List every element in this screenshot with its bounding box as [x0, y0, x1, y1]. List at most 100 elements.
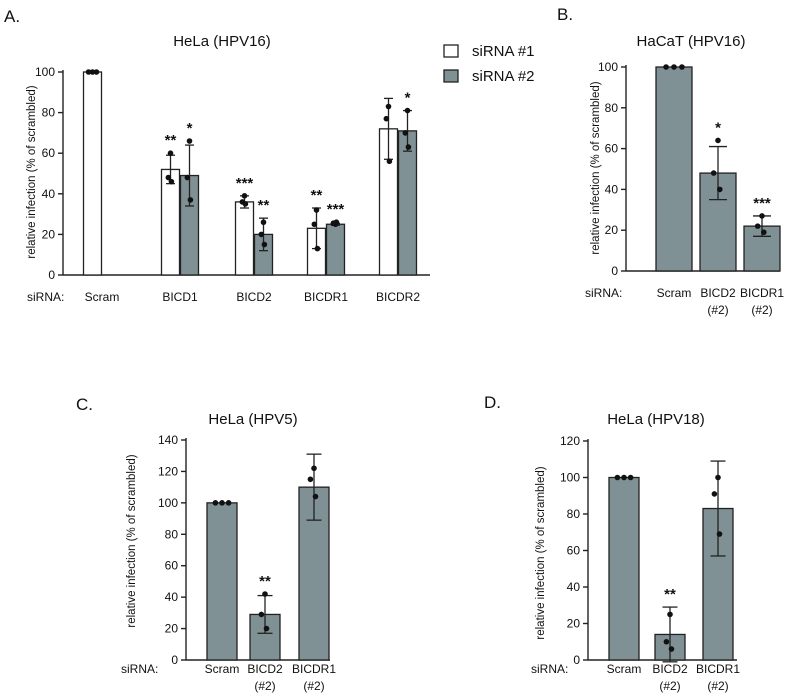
panel-c-y-tick-label: 40: [165, 590, 179, 604]
panel-a-category-label: Scram: [85, 290, 120, 304]
panel-a-data-point: [404, 107, 411, 114]
panel-c-data-point: [312, 493, 319, 500]
panel-d-bar: [608, 476, 640, 661]
panel-a-data-point: [167, 150, 174, 156]
panel-a-data-point: [89, 69, 96, 75]
panel-b-sirna-row-label: siRNA:: [585, 286, 622, 300]
legend-label-sirna1: siRNA #1: [472, 43, 535, 60]
panel-a-category-label: BICD2: [236, 290, 272, 304]
panel-b-category-sublabel: (#2): [751, 303, 772, 317]
panel-b-category-sublabel: (#2): [707, 303, 728, 317]
panel-a-y-tick-label: 60: [42, 146, 56, 160]
panel-d-category-label: BICDR1: [696, 662, 740, 676]
panel-c-sirna-row-label: siRNA:: [121, 662, 158, 676]
panel-d-data-point: [627, 474, 634, 481]
panel-a-data-point: [260, 219, 267, 226]
panel-c-y-tick-label: 20: [165, 622, 179, 636]
panel-d-y-tick-label: 80: [567, 507, 581, 521]
panel-d-data-point: [663, 638, 670, 645]
panel-a-y-tick-label: 0: [48, 268, 55, 282]
panel-a-data-point: [168, 178, 175, 185]
panel-b: B. HaCaT (HPV16) relative infection (% o…: [557, 5, 784, 317]
panel-a-data-point: [261, 241, 268, 248]
panel-a-data-point: [186, 138, 193, 144]
panel-a-data-point: [311, 221, 318, 228]
panel-d-y-tick-label: 120: [560, 434, 580, 448]
panel-d-category-sublabel: (#2): [659, 679, 680, 693]
panel-b-data-point: [663, 64, 669, 70]
panel-a-bar: [325, 223, 346, 276]
panel-b-significance-label: *: [715, 119, 721, 136]
panel-c-data-point: [311, 465, 317, 472]
panel-c-category-sublabel: (#2): [303, 679, 324, 693]
panel-b-y-tick-label: 80: [605, 101, 619, 115]
panel-d-y-axis-label: relative infection (% of scrambled): [535, 466, 547, 639]
legend-swatch-sirna2: [443, 69, 459, 83]
panel-c-letter: C.: [76, 395, 93, 414]
panel-b-data-point: [710, 170, 717, 176]
panel-b-category-label: BICD2: [700, 286, 736, 300]
panel-a-significance-label: **: [258, 197, 270, 214]
panel-b-y-axis-label: relative infection (% of scrambled): [590, 81, 602, 254]
panel-a-title: HeLa (HPV16): [173, 33, 271, 50]
panel-a-data-point: [184, 174, 191, 181]
panel-d-data-point: [716, 531, 723, 537]
panel-b-y-tick-label: 20: [605, 223, 619, 237]
panel-a-data-point: [187, 197, 194, 203]
panel-a-significance-label: **: [311, 187, 323, 204]
panel-a-data-point: [242, 201, 249, 207]
panel-b-data-point: [715, 137, 721, 144]
panel-c-y-tick-label: 140: [158, 433, 178, 447]
panel-a-data-point: [313, 207, 320, 213]
panel-a-significance-label: ***: [327, 201, 345, 218]
panel-a-data-point: [405, 144, 412, 150]
panel-a-significance-label: **: [165, 132, 177, 149]
panel-d-category-label: BICD2: [652, 662, 688, 676]
panel-d-data-point: [667, 611, 673, 618]
panel-a-y-axis-label: relative infection (% of scrambled): [26, 85, 38, 258]
panel-a-y-tick-label: 20: [42, 227, 56, 241]
panel-a-y-tick-label: 40: [42, 187, 56, 201]
panel-b-bar: [655, 66, 693, 272]
panel-a-data-point: [241, 193, 248, 199]
panel-b-significance-label: ***: [753, 195, 771, 212]
panel-a-bar: [234, 201, 255, 276]
panel-c-category-sublabel: (#2): [254, 679, 275, 693]
panel-a-category-label: BICDR1: [304, 290, 348, 304]
panel-c-y-axis-label: relative infection (% of scrambled): [126, 454, 138, 627]
panel-a-data-point: [386, 158, 393, 165]
panel-c-y-tick-label: 120: [158, 464, 178, 478]
panel-a-legend: siRNA #1 siRNA #2: [443, 43, 535, 85]
panel-c-data-point: [307, 476, 314, 483]
panel-a-significance-label: *: [405, 90, 411, 107]
panel-d-plot: 0 20 40 60 80 100 120 Scram BICD2 (#2) BICDR1 (#2) *…: [560, 434, 740, 693]
panel-a-sirna-row-label: siRNA:: [27, 290, 64, 304]
panel-b-data-point: [717, 186, 723, 193]
panel-c-category-label: BICD2: [247, 662, 283, 676]
panel-b-category-label: BICDR1: [740, 286, 784, 300]
panel-d: D. HeLa (HPV18) relative infection (% of…: [484, 393, 740, 693]
panel-c-data-point: [212, 500, 219, 506]
panel-d-y-tick-label: 60: [567, 544, 581, 558]
panel-c-y-tick-label: 60: [165, 559, 179, 573]
panel-d-data-point: [715, 474, 721, 481]
panel-d-data-point: [711, 491, 718, 497]
panel-a-category-label: BICD1: [162, 290, 198, 304]
panel-b-data-point: [671, 64, 677, 70]
panel-b-data-point: [754, 223, 761, 229]
panel-c-category-label: BICDR1: [292, 662, 336, 676]
panel-b-y-tick-label: 60: [605, 142, 619, 156]
panel-d-title: HeLa (HPV18): [607, 411, 705, 428]
panel-d-y-tick-label: 20: [567, 617, 581, 631]
panel-a-data-point: [402, 130, 409, 136]
panel-a-y-tick-label: 100: [35, 65, 55, 79]
panel-c-data-point: [263, 625, 270, 632]
panel-b-letter: B.: [557, 5, 573, 24]
panel-c-significance-label: **: [259, 573, 271, 590]
panel-c-y-tick-label: 0: [171, 653, 178, 667]
panel-b-data-point: [759, 213, 765, 219]
panel-b-category-label: Scram: [657, 286, 692, 300]
panel-d-category-label: Scram: [607, 662, 642, 676]
